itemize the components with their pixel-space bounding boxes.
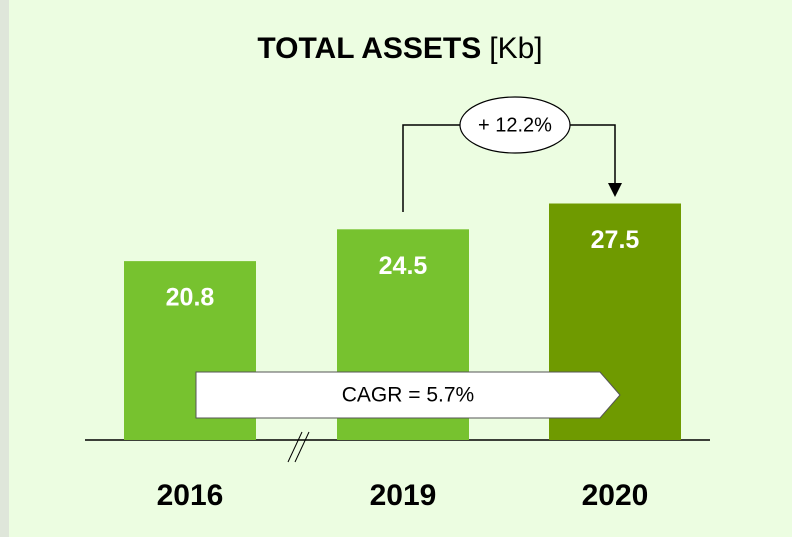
chart-title: TOTAL ASSETS [Kb] xyxy=(257,32,542,65)
x-tick-label: 2020 xyxy=(582,479,649,512)
cagr-arrow xyxy=(195,371,621,419)
cagr-label: CAGR = 5.7% xyxy=(342,384,474,407)
value-label: 24.5 xyxy=(379,252,428,280)
axis-break xyxy=(294,431,310,463)
title-main: TOTAL ASSETS xyxy=(257,32,481,65)
left-border xyxy=(0,0,9,537)
axis-break xyxy=(287,431,303,463)
growth-bubble xyxy=(459,96,571,154)
value-label: 20.8 xyxy=(166,284,215,312)
growth-label: + 12.2% xyxy=(478,114,552,136)
x-tick-label: 2016 xyxy=(157,479,224,512)
x-tick-label: 2019 xyxy=(370,479,437,512)
arrow-head xyxy=(608,183,622,197)
title-unit: [Kb] xyxy=(489,32,542,65)
value-label: 27.5 xyxy=(591,226,640,254)
